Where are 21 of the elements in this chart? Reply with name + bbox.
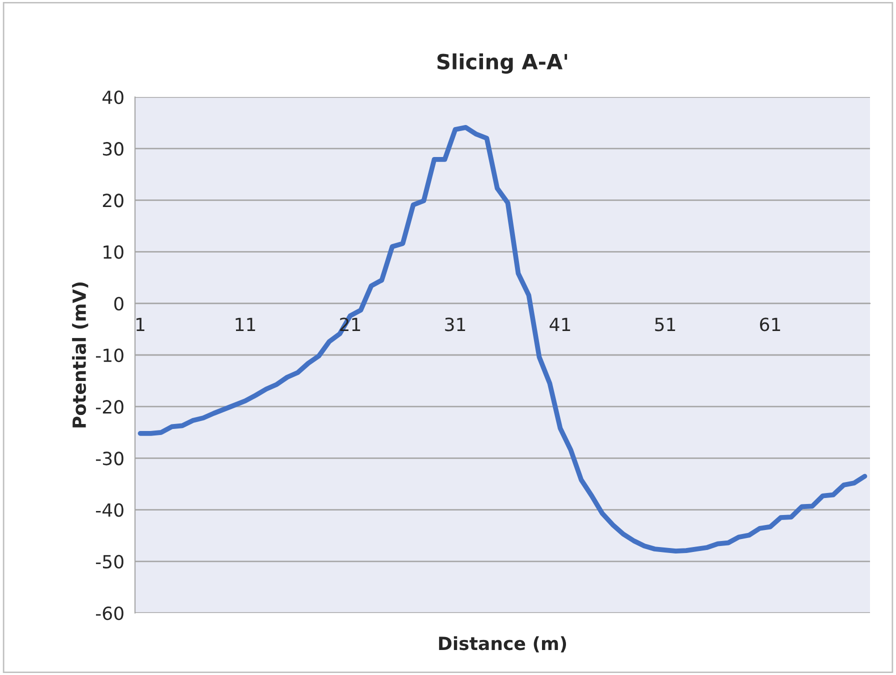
x-tick-label: 61: [760, 318, 780, 332]
x-tick-label: 41: [550, 318, 570, 332]
y-axis-title: Potential (mV): [72, 282, 88, 428]
y-tick-label: -30: [96, 452, 124, 466]
y-tick-label: 0: [114, 296, 124, 311]
y-tick-label: 30: [102, 142, 124, 156]
y-tick-label: 40: [102, 90, 124, 104]
y-tick-label: -20: [96, 400, 124, 414]
y-tick-label: -50: [96, 554, 124, 569]
y-tick-label: 10: [104, 245, 124, 259]
x-tick-label: 51: [655, 318, 676, 332]
y-tick-label: 20: [102, 194, 124, 208]
x-axis-title: Distance (m): [439, 636, 566, 652]
chart-title: Slicing A-A': [437, 53, 568, 74]
x-tick-label: 11: [236, 318, 256, 332]
y-tick-label: -40: [96, 503, 124, 517]
x-tick-label: 1: [136, 318, 144, 332]
y-tick-label: -10: [96, 348, 124, 362]
y-tick-label: -60: [96, 606, 124, 620]
line-series: [138, 125, 868, 554]
x-tick-label: 31: [445, 318, 466, 332]
